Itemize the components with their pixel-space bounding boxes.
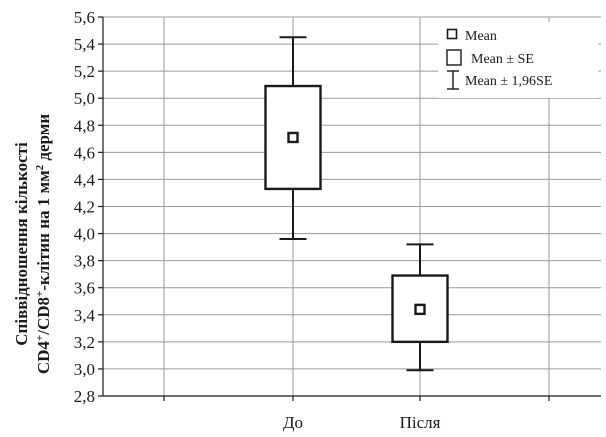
data-groups (264, 36, 449, 372)
y-tick-label: 3,6 (74, 279, 95, 298)
y-tick-label: 5,2 (74, 62, 95, 81)
legend-ci-icon (447, 70, 459, 90)
y-tick-labels: 2,8 3,0 3,2 3,4 3,6 3,8 4,0 4,2 4,4 4,6 4,8 5,0 5,2 5… (74, 8, 96, 406)
y-tick-label: 3,8 (74, 252, 95, 271)
y-tick-label: 4,2 (74, 198, 95, 217)
y-axis-label-line1: Співвідношення кількості (12, 142, 31, 346)
x-category-label: До (283, 413, 303, 432)
mean-marker (287, 131, 299, 144)
mean-marker (414, 303, 426, 316)
y-tick-label: 4,4 (74, 170, 96, 189)
x-category-labels: До Після (283, 413, 441, 432)
y-tick-label: 3,4 (74, 306, 96, 325)
legend-mean-icon (446, 28, 458, 40)
y-axis-label: Співвідношення кількості CD4+/CD8+-кліти… (12, 114, 53, 374)
y-tick-label: 3,2 (74, 333, 95, 352)
y-axis-label-line2: CD4+/CD8+-клітин на 1 мм2 дерми (34, 114, 53, 374)
y-tick-label: 4,8 (74, 116, 95, 135)
y-tick-label: 5,4 (74, 35, 96, 54)
y-tick-label: 5,0 (74, 89, 95, 108)
legend-ci-label: Mean ± 1,96SE (465, 74, 552, 89)
y-tick-label: 2,8 (74, 387, 95, 406)
x-category-label: Після (400, 413, 441, 432)
legend-background (438, 22, 598, 98)
axes (98, 16, 601, 401)
y-tick-label: 3,0 (74, 360, 95, 379)
legend: Mean Mean ± SE Mean ± 1,96SE (438, 22, 598, 98)
y-tick-label: 5,6 (74, 8, 95, 27)
y-tick-label: 4,6 (74, 143, 95, 162)
legend-se-label: Mean ± SE (471, 52, 534, 67)
legend-se-icon (446, 49, 462, 66)
legend-mean-label: Mean (465, 29, 497, 44)
group-2 (391, 243, 449, 372)
y-tick-label: 4,0 (74, 225, 95, 244)
group-1 (264, 36, 322, 240)
